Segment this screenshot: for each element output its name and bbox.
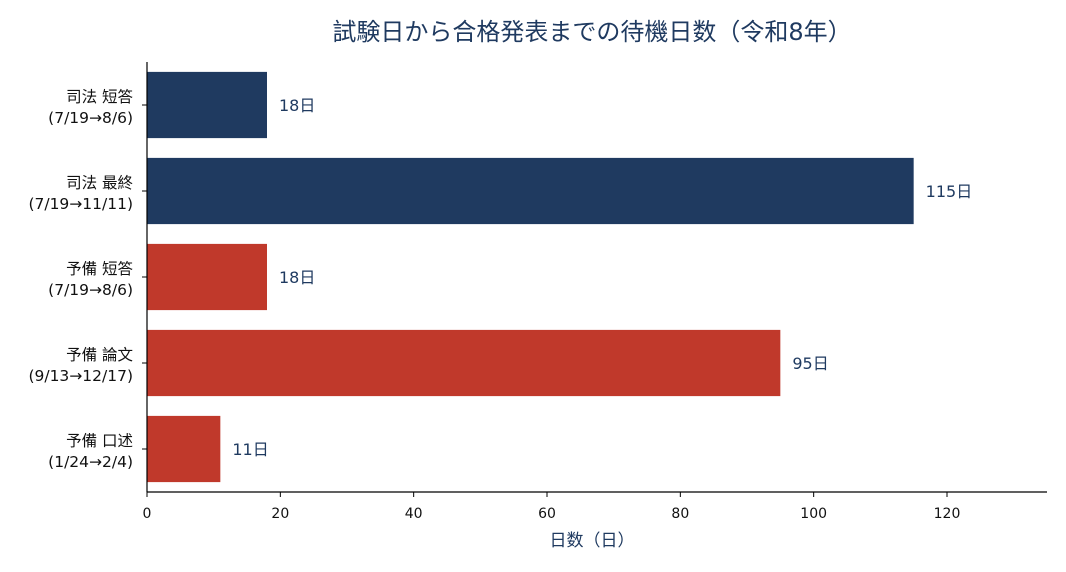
x-tick-label-4: 80 [671,506,689,522]
category-label-4-line2: (1/24→2/4) [48,453,133,471]
category-label-0-line2: (7/19→8/6) [48,109,133,127]
category-label-3-line1: 予備 論文 [66,346,133,364]
category-label-2-line1: 予備 短答 [66,260,133,278]
x-tick-label-2: 40 [405,506,423,522]
category-label-2-line2: (7/19→8/6) [48,281,133,299]
x-tick-label-3: 60 [538,506,556,522]
x-tick-label-1: 20 [271,506,289,522]
bar-1 [147,157,914,225]
bar-3 [147,329,781,397]
category-label-4-line1: 予備 口述 [66,432,133,450]
x-axis-title: 日数（日） [550,531,635,551]
bars-group: 18日 115日 18日 95日 11日 [147,71,973,483]
category-label-0-line1: 司法 短答 [66,88,133,106]
bar-0 [147,71,267,139]
category-label-3-line2: (9/13→12/17) [28,367,133,385]
x-tick-label-6: 120 [934,506,961,522]
category-label-1-line2: (7/19→11/11) [28,195,133,213]
x-tick-label-5: 100 [800,506,827,522]
x-axis: 0 20 40 60 80 100 120 [143,491,1047,522]
data-label-3: 95日 [792,354,828,373]
data-label-4: 11日 [232,440,268,459]
category-label-1-line1: 司法 最終 [66,174,133,192]
data-label-0: 18日 [279,96,315,115]
bar-2 [147,243,267,311]
chart-title: 試験日から合格発表までの待機日数（令和8年） [332,18,851,46]
bar-4 [147,415,221,483]
data-label-2: 18日 [279,268,315,287]
category-labels: 司法 短答 (7/19→8/6) 司法 最終 (7/19→11/11) 予備 短答 (7/… [28,88,147,471]
data-label-1: 115日 [926,182,973,201]
x-tick-label-0: 0 [143,506,152,522]
